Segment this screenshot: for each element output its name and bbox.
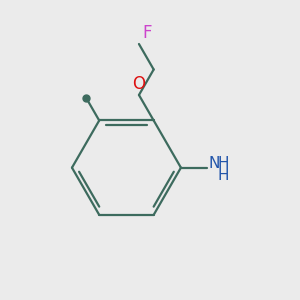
Text: O: O [133, 75, 146, 93]
Text: H: H [218, 168, 229, 183]
Text: N: N [209, 156, 220, 171]
Text: H: H [218, 156, 229, 171]
Text: F: F [142, 24, 152, 42]
